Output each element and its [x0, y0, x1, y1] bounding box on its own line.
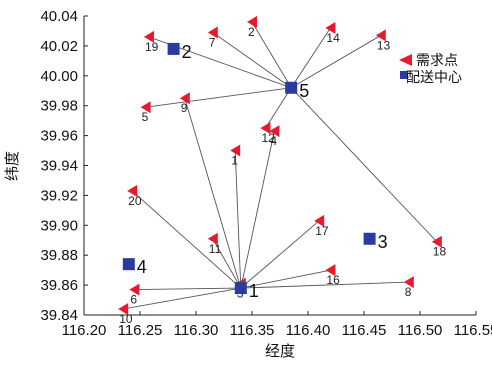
- x-axis-title: 经度: [265, 342, 295, 360]
- legend-label-center: 配送中心: [406, 70, 462, 86]
- route-line: [123, 287, 241, 310]
- x-tick-label: 116.45: [342, 322, 387, 339]
- demand-point-label: 6: [130, 293, 137, 307]
- x-tick-label: 116.40: [286, 322, 331, 339]
- y-tick-label: 39.98: [40, 98, 78, 115]
- route-line: [184, 98, 242, 289]
- demand-point-marker: [207, 26, 218, 39]
- demand-point-label: 1: [231, 154, 238, 168]
- demand-point-marker: [260, 122, 271, 135]
- demand-point-marker: [247, 15, 257, 28]
- y-tick-label: 40.04: [40, 8, 78, 25]
- route-line: [265, 87, 292, 129]
- center-marker: [122, 258, 135, 271]
- route-line: [234, 150, 242, 289]
- y-tick-label: 40.00: [40, 68, 78, 85]
- demand-point-marker: [129, 283, 140, 296]
- legend: 需求点 配送中心: [399, 53, 462, 86]
- center-label: 3: [378, 232, 388, 252]
- demand-point-marker: [207, 232, 218, 245]
- route-lines: [123, 21, 438, 310]
- x-tick-label: 116.20: [62, 322, 107, 339]
- route-line: [212, 32, 292, 89]
- x-tick-label: 116.50: [398, 322, 443, 339]
- demand-point-label: 13: [377, 38, 391, 52]
- demand-point-label: 4: [270, 134, 277, 148]
- demand-point-marker: [325, 264, 336, 277]
- y-tick-label: 39.88: [40, 247, 78, 264]
- demand-point-label: 16: [326, 273, 340, 287]
- route-line: [290, 27, 331, 89]
- demand-point-label: 10: [119, 312, 133, 326]
- center-marker: [363, 232, 376, 245]
- route-line: [251, 21, 292, 88]
- center-label: 4: [137, 257, 147, 277]
- center-label: 2: [182, 42, 192, 62]
- demand-point-marker: [314, 214, 325, 227]
- y-tick-label: 39.96: [40, 128, 78, 145]
- demand-point-label: 11: [209, 242, 222, 256]
- demand-point-label: 8: [405, 285, 412, 299]
- y-tick-label: 39.86: [40, 277, 78, 294]
- y-tick-label: 40.02: [40, 38, 78, 55]
- route-line: [290, 35, 382, 89]
- route-line: [240, 131, 275, 289]
- demand-point-marker: [431, 235, 442, 248]
- demand-point-marker: [179, 92, 190, 105]
- center-marker: [285, 81, 298, 94]
- demand-point-label: 7: [209, 35, 216, 49]
- demand-point-label: 20: [128, 194, 142, 208]
- y-axis-title: 纬度: [3, 151, 21, 181]
- demand-point-marker: [269, 125, 280, 138]
- x-tick-label: 116.25: [118, 322, 163, 339]
- demand-point-marker: [325, 21, 336, 34]
- legend-triangle-marker: [399, 54, 412, 66]
- legend-label-demand: 需求点: [416, 53, 458, 69]
- x-tick-label: 116.30: [174, 322, 219, 339]
- demand-point-label: 14: [326, 31, 340, 45]
- demand-point-marker: [230, 144, 241, 157]
- demand-point-marker: [127, 184, 138, 197]
- x-tick-label: 116.55: [454, 322, 492, 339]
- y-tick-label: 39.90: [40, 217, 78, 234]
- demand-points: 12345678910111213141617181920: [118, 15, 447, 326]
- route-line: [131, 190, 242, 289]
- y-tick-label: 39.94: [40, 158, 78, 175]
- demand-point-label: 17: [315, 224, 329, 238]
- x-tick-labels: 116.20 116.25 116.30 116.35 116.40 116.45 116.…: [62, 311, 492, 339]
- y-tick-label: 39.92: [40, 187, 78, 204]
- y-tick-labels: 39.84 39.86 39.88 39.90 39.92 39.94 39.96 39.98…: [40, 8, 88, 324]
- demand-point-label: 12: [261, 131, 275, 145]
- center-label: 5: [299, 81, 309, 101]
- x-tick-label: 116.35: [230, 322, 275, 339]
- route-line: [240, 281, 409, 289]
- demand-point-marker: [403, 276, 414, 289]
- demand-point-marker: [140, 101, 151, 114]
- y-tick-label: 39.84: [40, 307, 78, 324]
- route-line: [240, 220, 320, 289]
- route-line: [145, 87, 292, 108]
- route-line: [134, 287, 241, 291]
- demand-point-marker: [143, 30, 154, 43]
- route-line: [290, 87, 438, 243]
- route-line: [240, 269, 331, 289]
- demand-point-label: 2: [248, 25, 255, 39]
- center-marker: [234, 282, 247, 295]
- demand-point-label: 18: [433, 245, 447, 259]
- legend-square-marker: [400, 71, 408, 79]
- demand-point-label: 5: [142, 110, 149, 124]
- route-line: [212, 238, 242, 289]
- demand-point-marker: [375, 29, 386, 42]
- demand-point-marker: [118, 303, 129, 316]
- demand-point-label: 9: [181, 101, 188, 115]
- center-label: 1: [249, 281, 259, 301]
- center-marker: [167, 42, 180, 55]
- demand-point-label: 19: [145, 40, 159, 54]
